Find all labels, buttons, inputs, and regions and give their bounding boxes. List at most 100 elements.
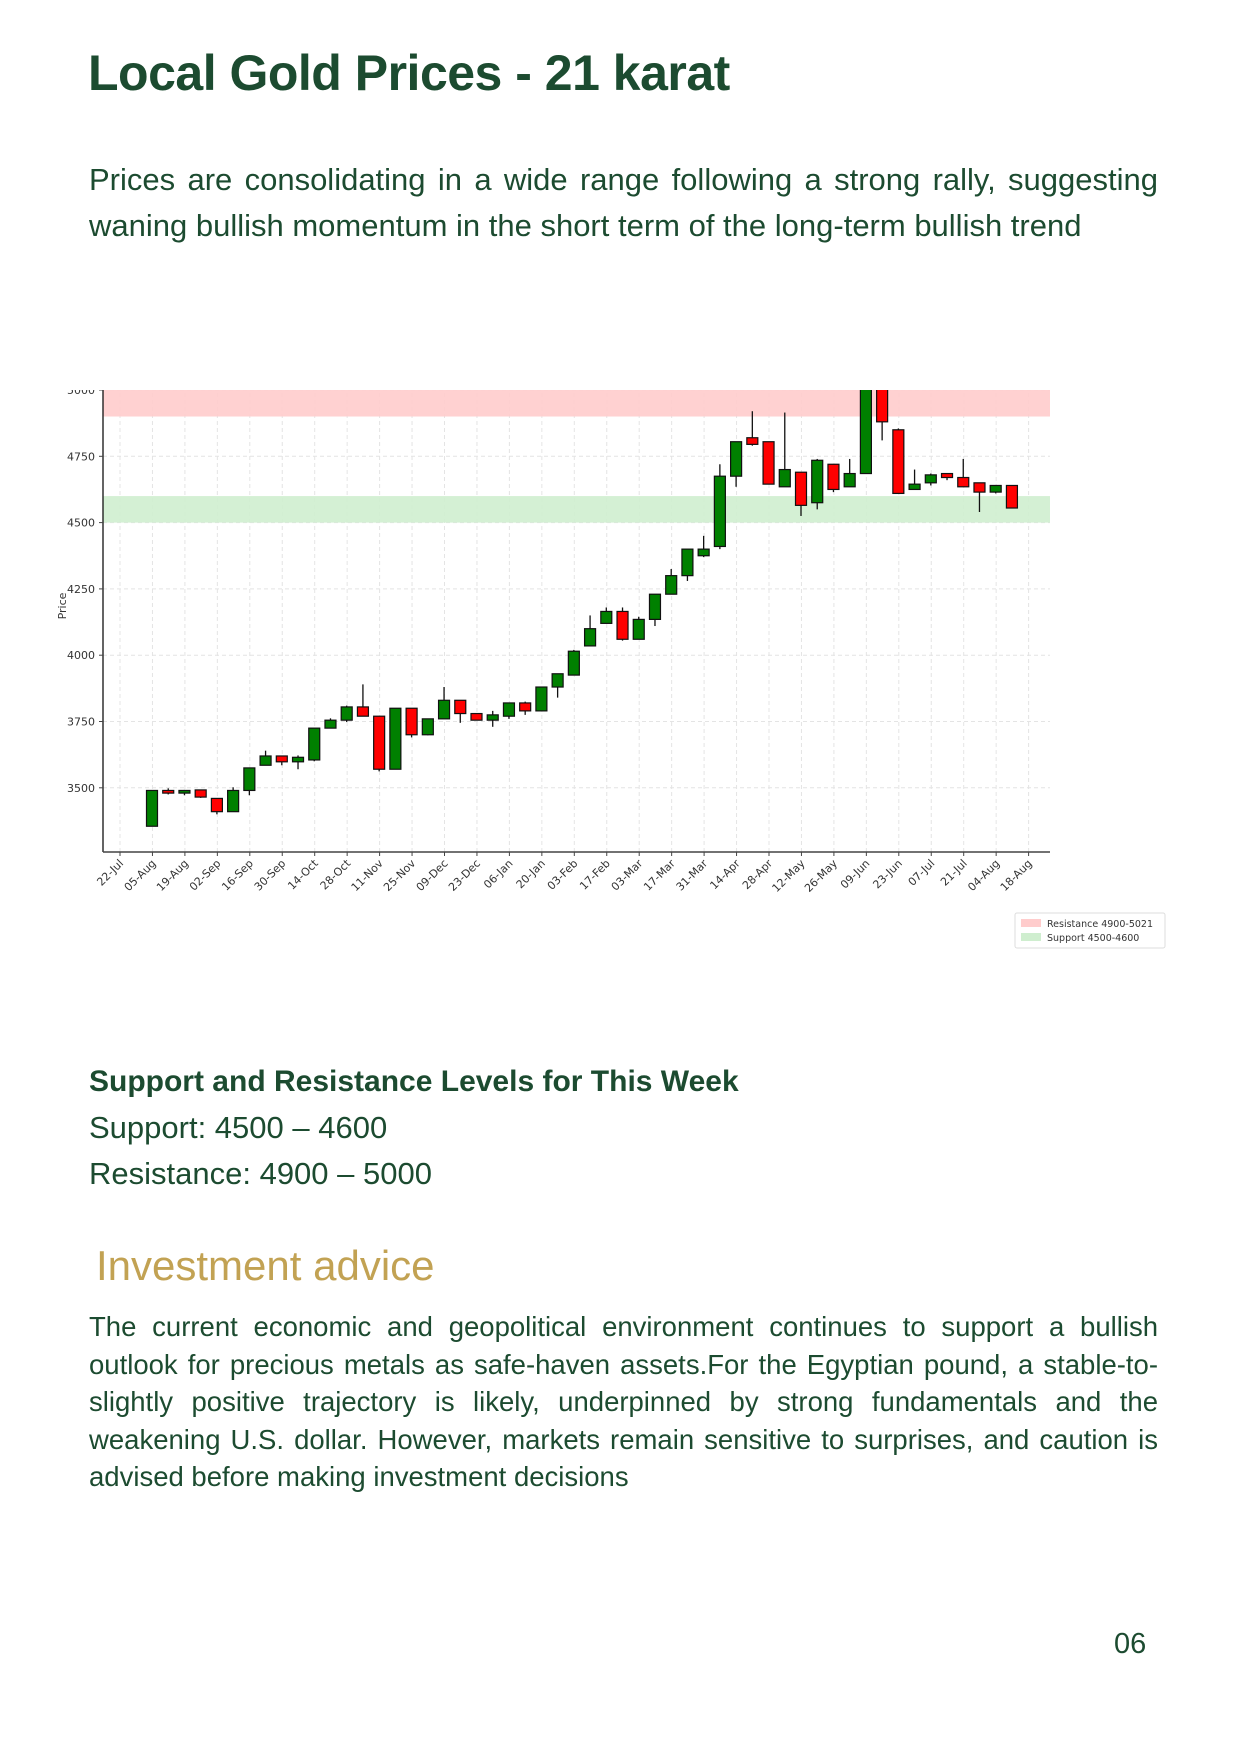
y-tick-label: 4750: [67, 450, 95, 463]
candle-down: [746, 437, 759, 445]
legend-label-support: Support 4500-4600: [1047, 933, 1139, 944]
candle-up: [535, 686, 548, 712]
levels-heading: Support and Resistance Levels for This W…: [89, 1065, 739, 1098]
legend-swatch-resistance: [1021, 919, 1041, 927]
candle-down: [940, 472, 954, 479]
intro-paragraph: Prices are consolidating in a wide range…: [89, 162, 1158, 243]
candle-up: [551, 673, 564, 688]
legend-box: [1014, 912, 1166, 949]
x-tick-label: 26-May: [802, 857, 840, 895]
candle-up: [502, 702, 516, 717]
chart-canvas: 3500375040004250450047505000Price22-Jul0…: [56, 390, 1166, 949]
candle-down: [454, 699, 467, 715]
x-tick-label: 17-Feb: [577, 857, 613, 893]
resistance-band: [103, 390, 1050, 417]
candle-down: [275, 755, 288, 763]
candle-up: [681, 548, 694, 577]
candle-up: [778, 468, 791, 488]
candle-down: [794, 471, 808, 506]
x-tick-label: 05-Aug: [122, 857, 159, 894]
candle-up: [340, 706, 353, 721]
candle-down: [827, 463, 840, 491]
x-tick-label: 11-Nov: [349, 857, 386, 894]
legend-swatch-support: [1021, 933, 1041, 941]
x-tick-label: 19-Aug: [154, 857, 191, 894]
x-tick-label: 16-Sep: [219, 857, 256, 894]
candle-down: [616, 610, 629, 640]
candle-down: [892, 429, 905, 495]
x-tick-label: 20-Jan: [514, 857, 548, 891]
candle-up: [178, 789, 191, 794]
y-tick-label: 3750: [67, 716, 95, 729]
candle-down: [373, 715, 386, 770]
candle-down: [356, 706, 370, 717]
candle-up: [308, 727, 321, 761]
candle-up: [243, 767, 256, 792]
candle-down: [194, 789, 207, 798]
x-tick-label: 23-Dec: [446, 857, 483, 894]
candle-down: [1005, 484, 1019, 509]
x-tick-label: 06-Jan: [481, 857, 515, 891]
x-tick-label: 14-Apr: [707, 857, 743, 893]
candle-up: [421, 718, 434, 736]
candle-down: [210, 797, 223, 813]
candle-up: [989, 484, 1002, 493]
x-tick-label: 31-Mar: [674, 857, 711, 894]
candle-up: [697, 548, 710, 557]
x-tick-label: 25-Nov: [381, 857, 418, 894]
y-tick-label: 4250: [67, 583, 95, 596]
x-tick-label: 18-Aug: [998, 857, 1035, 894]
x-tick-label: 03-Mar: [609, 857, 646, 894]
support-level: Support: 4500 – 4600: [89, 1110, 388, 1145]
x-tick-label: 09-Dec: [414, 857, 451, 894]
candle-up: [811, 459, 824, 504]
candle-up: [389, 707, 402, 770]
candle-up: [437, 699, 451, 720]
candle-up: [227, 789, 240, 813]
candlestick-chart: 3500 3750 4000 4250 4500 4750 5000 Price 22-Jul 0…: [50, 390, 1200, 1010]
page-title: Local Gold Prices - 21 karat: [88, 45, 730, 101]
advice-body: The current economic and geopolitical en…: [89, 1311, 1158, 1492]
x-tick-label: 12-May: [770, 857, 808, 895]
candle-down: [957, 476, 970, 488]
candle-up: [665, 575, 678, 595]
candle-up: [600, 610, 613, 624]
candle-up: [259, 755, 272, 766]
x-tick-label: 28-Oct: [318, 856, 354, 892]
candle-up: [908, 483, 921, 491]
candle-up: [324, 719, 337, 729]
candle-up: [486, 714, 499, 721]
candle-down: [405, 707, 418, 736]
y-tick-label: 4500: [67, 517, 95, 530]
candle-down: [973, 482, 986, 493]
candle-up: [713, 475, 726, 548]
candle-up: [843, 472, 856, 488]
page-number: 06: [1114, 1628, 1147, 1660]
y-tick-label: 5000: [67, 390, 95, 397]
candle-down: [762, 441, 775, 485]
candle-up: [648, 593, 662, 620]
x-tick-label: 07-Jul: [906, 857, 938, 889]
candle-up: [924, 474, 937, 484]
advice-title: Investment advice: [96, 1242, 435, 1289]
candle-down: [470, 712, 483, 721]
y-tick-label: 4000: [67, 649, 95, 662]
candle-up: [291, 756, 305, 763]
x-tick-label: 30-Sep: [252, 857, 289, 894]
support-band: [103, 496, 1050, 523]
x-tick-label: 23-Jun: [870, 857, 905, 892]
candle-up: [567, 650, 580, 676]
y-tick-label: 3500: [67, 782, 95, 795]
legend-label-resistance: Resistance 4900-5021: [1047, 919, 1153, 930]
candle-down: [162, 789, 175, 794]
candle-up: [583, 628, 597, 647]
x-tick-label: 09-Jun: [838, 857, 873, 892]
candle-up: [729, 441, 743, 477]
candle-down: [876, 390, 889, 423]
x-tick-label: 14-Oct: [285, 856, 321, 892]
x-tick-label: 03-Feb: [545, 857, 581, 893]
resistance-level: Resistance: 4900 – 5000: [89, 1156, 432, 1191]
x-tick-label: 04-Aug: [965, 857, 1002, 894]
candle-up: [859, 390, 873, 475]
candle-down: [519, 702, 532, 712]
